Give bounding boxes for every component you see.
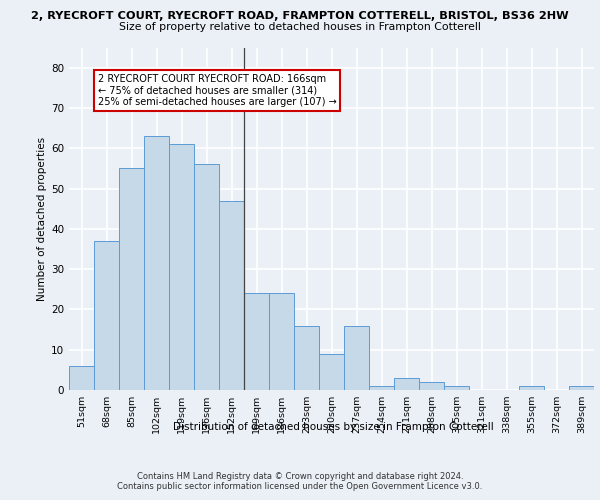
Bar — [444, 386, 469, 390]
Bar — [244, 294, 269, 390]
Bar — [319, 354, 344, 390]
Text: 2 RYECROFT COURT RYECROFT ROAD: 166sqm
← 75% of detached houses are smaller (314: 2 RYECROFT COURT RYECROFT ROAD: 166sqm ←… — [98, 74, 337, 107]
Text: Distribution of detached houses by size in Frampton Cotterell: Distribution of detached houses by size … — [173, 422, 493, 432]
Bar — [519, 386, 544, 390]
Text: 2, RYECROFT COURT, RYECROFT ROAD, FRAMPTON COTTERELL, BRISTOL, BS36 2HW: 2, RYECROFT COURT, RYECROFT ROAD, FRAMPT… — [31, 11, 569, 21]
Bar — [344, 326, 369, 390]
Bar — [569, 386, 594, 390]
Bar — [69, 366, 94, 390]
Bar — [294, 326, 319, 390]
Bar — [144, 136, 169, 390]
Bar — [169, 144, 194, 390]
Bar — [219, 200, 244, 390]
Bar — [269, 294, 294, 390]
Bar — [94, 241, 119, 390]
Bar — [194, 164, 219, 390]
Bar — [419, 382, 444, 390]
Bar — [394, 378, 419, 390]
Bar — [119, 168, 144, 390]
Bar — [369, 386, 394, 390]
Text: Size of property relative to detached houses in Frampton Cotterell: Size of property relative to detached ho… — [119, 22, 481, 32]
Text: Contains public sector information licensed under the Open Government Licence v3: Contains public sector information licen… — [118, 482, 482, 491]
Text: Contains HM Land Registry data © Crown copyright and database right 2024.: Contains HM Land Registry data © Crown c… — [137, 472, 463, 481]
Y-axis label: Number of detached properties: Number of detached properties — [37, 136, 47, 301]
